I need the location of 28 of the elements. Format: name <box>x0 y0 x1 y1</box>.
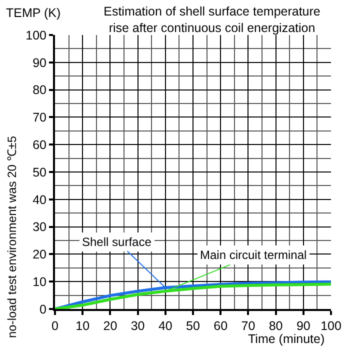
x-tick-label: 40 <box>158 319 172 333</box>
y-tick-label: 60 <box>32 138 47 152</box>
y-tick-label: 100 <box>26 28 47 42</box>
x-axis-title: Time (minute) <box>248 332 325 346</box>
y-tick-label: 30 <box>32 220 47 234</box>
x-tick-label: 0 <box>52 319 59 333</box>
x-tick-label: 100 <box>320 319 342 333</box>
text: no-load test environment was 20 ℃±5 <box>5 136 19 338</box>
chart-title: Estimation of shell surface temperature rise after continuous coil energization <box>104 4 320 35</box>
x-tick-label: 90 <box>296 319 310 333</box>
x-tick-label: 80 <box>268 319 283 333</box>
y-tick-label: 0 <box>40 302 47 316</box>
x-tick-label: 20 <box>103 319 118 333</box>
series-label: Main circuit terminal <box>200 248 307 262</box>
x-tick-label: 30 <box>130 319 145 333</box>
x-tick-label: 50 <box>186 319 200 333</box>
x-tick-label: 70 <box>241 319 256 333</box>
y-tick-label: 80 <box>32 83 47 98</box>
text: Shell surface <box>82 235 152 249</box>
y-tick-label: 90 <box>32 56 47 70</box>
y-tick-label: 20 <box>32 248 47 262</box>
y-tick-label: 10 <box>32 274 47 289</box>
x-tick-label: 10 <box>76 319 90 333</box>
y-axis-title: TEMP (K) <box>6 6 61 20</box>
y-tick-label: 70 <box>32 110 47 125</box>
y-tick-label: 50 <box>32 165 47 180</box>
x-tick-label: 60 <box>214 319 228 333</box>
y-tick-label: 40 <box>32 192 47 207</box>
